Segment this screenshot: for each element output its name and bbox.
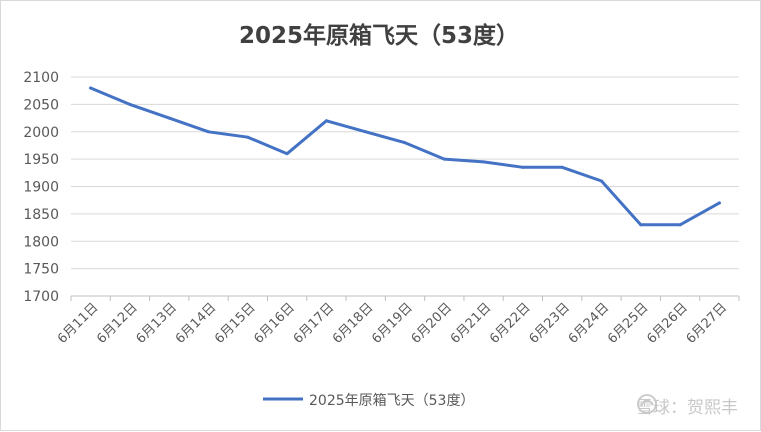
x-tick-label: 6月21日 [448,300,495,347]
x-tick-label: 6月27日 [684,300,731,347]
data-point [599,179,603,183]
x-tick-label: 6月24日 [566,300,613,347]
watermark: 雪球：贺熙丰 [636,393,738,418]
y-tick-label: 2050 [23,97,59,113]
watermark-text: 雪球：贺熙丰 [636,398,738,418]
x-tick-label: 6月18日 [330,300,377,347]
legend: 2025年原箱飞天（53度） [263,393,474,409]
data-point [324,119,328,123]
data-point [442,157,446,161]
data-point [639,223,643,227]
y-tick-label: 1900 [23,180,59,196]
snowball-logo-icon [637,394,657,414]
data-point [89,86,93,90]
data-point [167,116,171,120]
legend-label: 2025年原箱飞天（53度） [309,393,474,409]
series-line [89,86,721,227]
y-tick-label: 1950 [23,152,59,168]
y-axis: 1700 1750 1800 1850 1900 1950 2000 2050 2100 [23,70,59,305]
y-tick-label: 1800 [23,234,59,250]
y-tick-label: 1850 [23,207,59,223]
data-point [285,152,289,156]
x-tick-label: 6月17日 [291,300,338,347]
y-tick-label: 2000 [23,125,59,141]
y-tick-label: 1700 [23,289,59,305]
data-point [207,130,211,134]
x-tick-label: 6月11日 [55,300,102,347]
y-tick-label: 1750 [23,262,59,278]
x-tick-label: 6月25日 [605,300,652,347]
x-tick-label: 6月22日 [487,300,534,347]
x-tick-label: 6月15日 [212,300,259,347]
data-point [482,160,486,164]
data-point [717,201,721,205]
x-tick-label: 6月12日 [94,300,141,347]
x-tick-label: 6月20日 [409,300,456,347]
x-tick-label: 6月26日 [644,300,691,347]
x-tick-label: 6月16日 [251,300,298,347]
x-tick-label: 6月13日 [134,300,181,347]
x-axis: 6月11日6月12日6月13日6月14日6月15日6月16日6月17日6月18日… [55,295,740,347]
x-tick-label: 6月14日 [173,300,220,347]
data-point [246,135,250,139]
x-tick-label: 6月19日 [369,300,416,347]
data-point [128,102,132,106]
data-point [521,165,525,169]
data-point [364,130,368,134]
data-point [678,223,682,227]
data-point [403,141,407,145]
chart-title: 2025年原箱飞天（53度） [239,22,519,49]
data-point [560,165,564,169]
x-tick-label: 6月23日 [526,300,573,347]
grid-lines [71,76,739,270]
y-tick-label: 2100 [23,70,59,86]
series-layer [89,86,721,227]
